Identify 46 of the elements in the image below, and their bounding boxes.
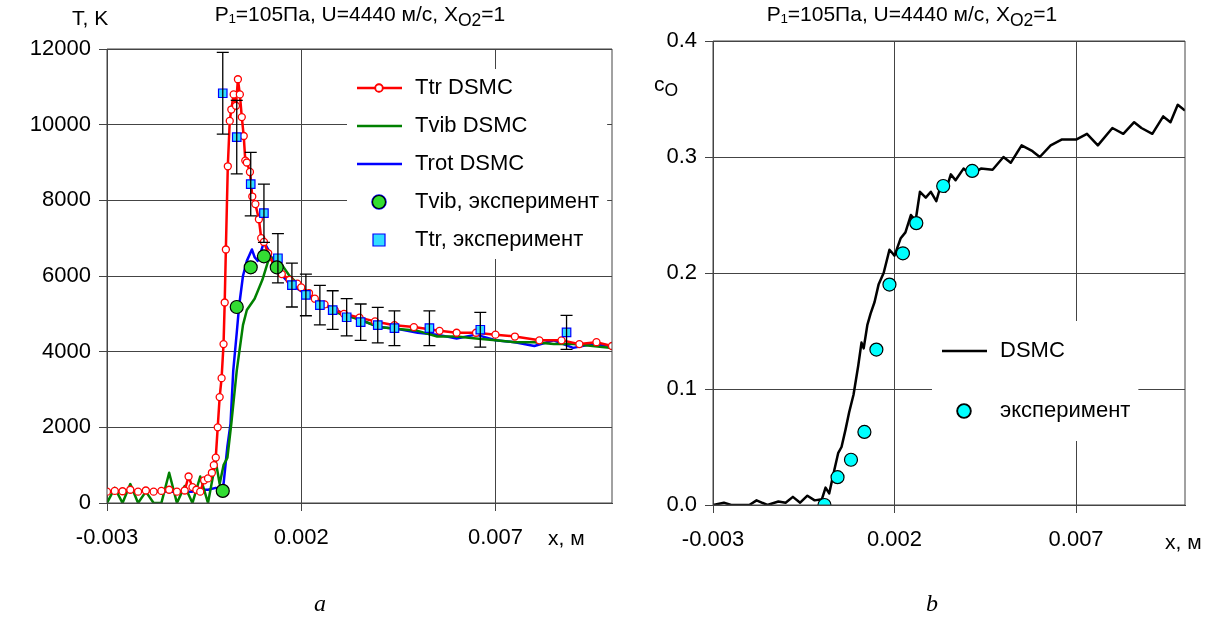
y-tick-label: 0.0 [666, 491, 697, 517]
point [965, 163, 980, 179]
legend-label: Trot DSMC [415, 150, 525, 176]
y-tick-label: 0.4 [666, 27, 697, 53]
y-tick-label: 0.3 [666, 143, 697, 169]
y-tick-label: 8000 [42, 186, 91, 212]
x-tick-label: 0.007 [467, 524, 523, 550]
legend-label: Tvib DSMC [415, 112, 528, 138]
x-tick-label: -0.003 [75, 524, 139, 550]
point [857, 424, 872, 440]
chart-title: P₁=105Па, U=4440 м/с, X$_{O2}$=1 [766, 2, 1058, 32]
x-tick-label: -0.003 [681, 526, 745, 552]
y-tick-label: 12000 [29, 35, 91, 61]
legend-label: Ttr, эксперимент [415, 226, 584, 252]
legend-label: DSMC [1000, 337, 1065, 363]
point [936, 178, 951, 194]
chart-title: P₁=105Па, U=4440 м/с, X$_{O2}$=1 [214, 2, 506, 32]
text: a [314, 590, 326, 617]
point [243, 260, 258, 275]
y-tick-label: 2000 [42, 413, 91, 439]
point [229, 299, 244, 315]
y-axis-title: T, K [72, 6, 109, 30]
y-tick-label: 0.2 [666, 259, 697, 285]
x-tick-label: 0.002 [273, 524, 329, 550]
y-tick-label: 0 [78, 489, 91, 515]
point [869, 342, 884, 357]
x-tick-label: 0.007 [1048, 526, 1104, 552]
x-axis-title: x, м [1165, 530, 1202, 554]
x-axis-title: x, м [548, 526, 585, 550]
legend-label: Ttr DSMC [415, 74, 513, 100]
point [882, 277, 897, 292]
y-tick-label: 6000 [42, 262, 91, 288]
point [256, 249, 272, 264]
text: b [926, 590, 938, 617]
legend-label: эксперимент [1000, 397, 1131, 423]
y-tick-label: 4000 [42, 337, 91, 363]
point [909, 216, 924, 231]
y-tick-label: 10000 [29, 110, 91, 136]
point [895, 246, 910, 261]
y-tick-label: 0.1 [666, 375, 697, 401]
point [843, 452, 859, 467]
y-axis-title: c$_{O}$ [654, 72, 679, 102]
point [830, 470, 845, 485]
legend-label: Tvib, эксперимент [415, 188, 600, 214]
point [215, 483, 230, 498]
x-tick-label: 0.002 [867, 526, 923, 552]
